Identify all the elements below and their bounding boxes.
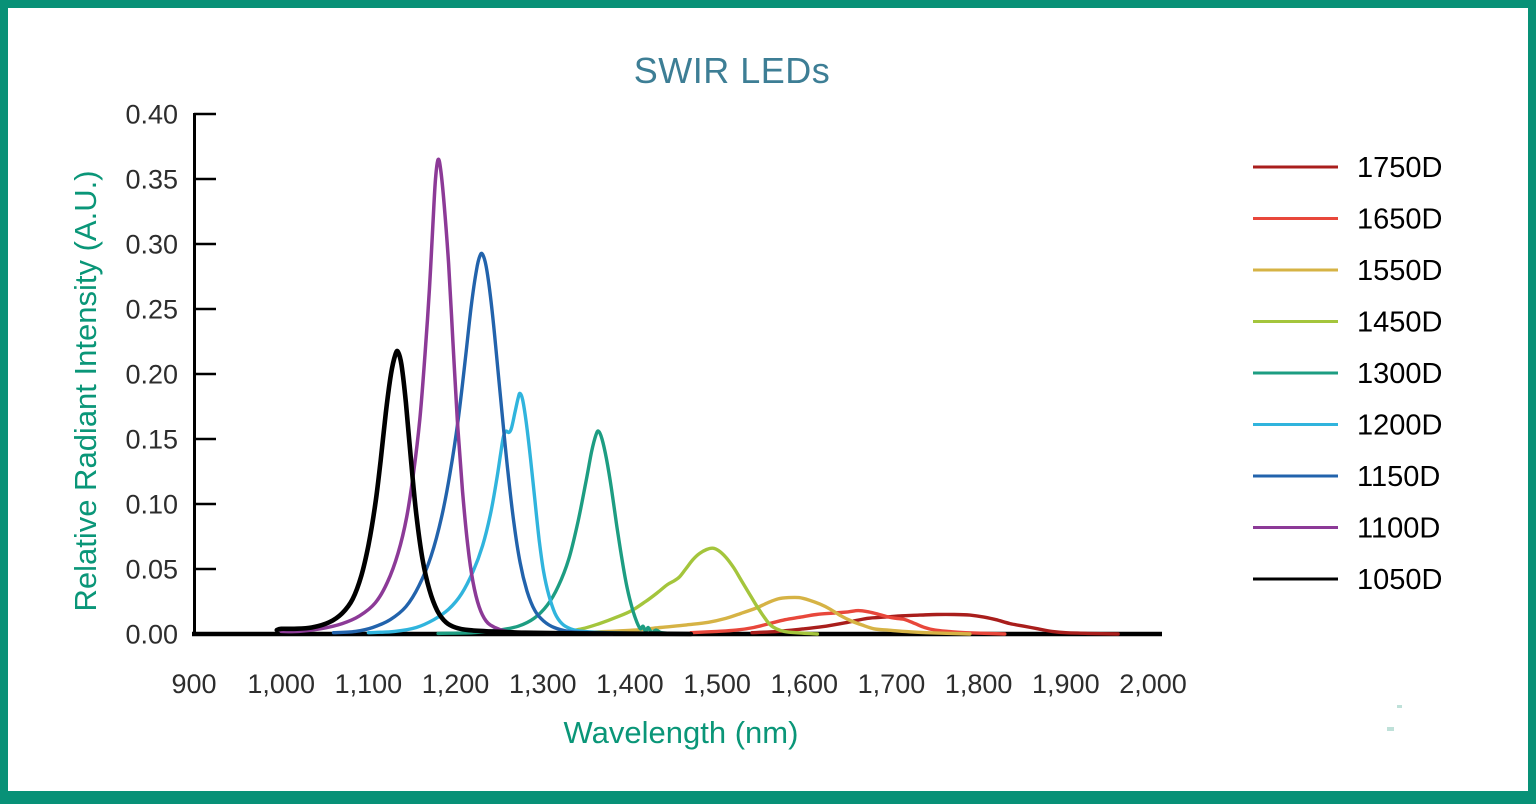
artifact-dot	[1397, 705, 1402, 708]
x-tick-label: 1,300	[509, 669, 577, 699]
legend-item-1750D: 1750D	[1253, 152, 1442, 184]
legend-item-1150D: 1150D	[1253, 461, 1440, 493]
series-line-1750D	[750, 612, 1120, 636]
series-line-1100D	[279, 157, 615, 636]
series-line-1050D	[274, 348, 694, 637]
x-tick-label: 2,000	[1119, 669, 1187, 699]
legend-label: 1300D	[1357, 358, 1442, 390]
legend-item-1450D: 1450D	[1253, 307, 1442, 339]
legend-item-1100D: 1100D	[1253, 513, 1440, 545]
x-tick-label: 900	[171, 669, 216, 699]
legend-item-1050D: 1050D	[1253, 564, 1442, 596]
series-line-1300D	[436, 429, 693, 636]
x-tick-label: 1,700	[858, 669, 926, 699]
series-line-1150D	[331, 251, 649, 636]
series-line-1450D	[558, 546, 820, 636]
x-axis-title: Wavelength (nm)	[563, 715, 799, 750]
legend-label: 1750D	[1357, 152, 1442, 184]
x-tick-label: 1,200	[422, 669, 490, 699]
x-tick-label: 1,000	[247, 669, 315, 699]
series-line-1550D	[575, 595, 972, 636]
legend-label: 1150D	[1357, 461, 1440, 493]
series-line-1200D	[366, 391, 667, 636]
chart-title: SWIR LEDs	[633, 50, 831, 91]
x-tick-label: 1,800	[945, 669, 1013, 699]
y-tick-label: 0.40	[125, 100, 178, 130]
legend-item-1200D: 1200D	[1253, 410, 1442, 442]
legend-label: 1050D	[1357, 564, 1442, 596]
legend-label: 1200D	[1357, 410, 1442, 442]
series-line-1650D	[689, 608, 1007, 636]
x-tick-label: 1,100	[335, 669, 403, 699]
legend-label: 1650D	[1357, 204, 1442, 236]
x-tick-label: 1,600	[770, 669, 838, 699]
legend-item-1300D: 1300D	[1253, 358, 1442, 390]
x-tick-label: 1,500	[683, 669, 751, 699]
y-tick-label: 0.00	[125, 620, 178, 650]
y-tick-label: 0.35	[125, 165, 178, 195]
legend-label: 1450D	[1357, 307, 1442, 339]
legend: 1750D 1650D 1550D 1450D 1300D 1200D 1150D 1100D…	[1253, 152, 1442, 596]
y-tick-label: 0.25	[125, 295, 178, 325]
y-tick-label: 0.30	[125, 230, 178, 260]
legend-item-1550D: 1550D	[1253, 255, 1442, 287]
y-tick-label: 0.15	[125, 425, 178, 455]
y-tick-label: 0.20	[125, 360, 178, 390]
artifact-dot	[1387, 727, 1394, 731]
x-tick-label: 1,400	[596, 669, 664, 699]
series-curves	[274, 157, 1120, 637]
y-tick-label: 0.05	[125, 555, 178, 585]
y-tick-label: 0.10	[125, 490, 178, 520]
legend-item-1650D: 1650D	[1253, 204, 1442, 236]
legend-label: 1550D	[1357, 255, 1442, 287]
legend-label: 1100D	[1357, 513, 1440, 545]
x-tick-label: 1,900	[1032, 669, 1100, 699]
